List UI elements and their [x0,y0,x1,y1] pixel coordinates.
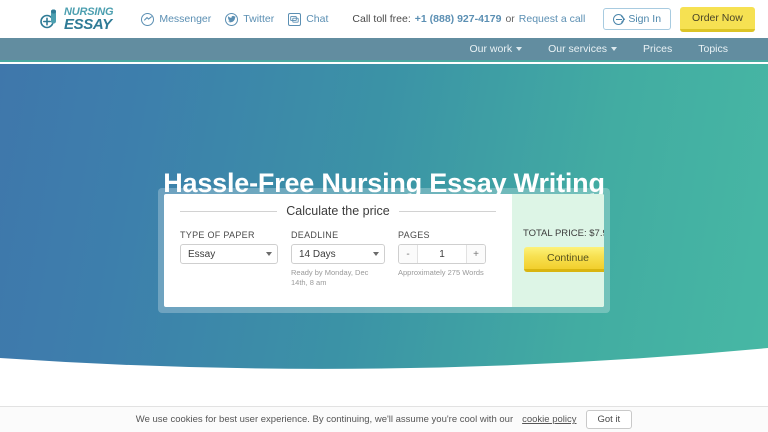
or-separator: or [505,13,515,25]
label-type-of-paper: TYPE OF PAPER [180,230,255,240]
twitter-icon [225,12,239,26]
page-title: Hassle-Free Nursing Essay Writing [163,168,605,198]
social-link-chat[interactable]: Chat [288,12,329,26]
cookie-message: We use cookies for best user experience.… [135,414,514,425]
main-navigation: Our work Our services Prices Topics [0,38,768,62]
login-arrow-icon [613,13,625,25]
nav-label-topics: Topics [698,43,728,55]
field-type-of-paper: TYPE OF PAPER Essay [180,230,278,288]
social-label-twitter: Twitter [243,13,275,25]
pages-decrement-button[interactable]: - [399,245,418,263]
social-link-messenger[interactable]: Messenger [141,12,212,26]
deadline-select[interactable]: 14 Days [291,244,385,264]
calculator-summary: TOTAL PRICE: $7.99 Continue [512,194,604,307]
hero-bottom-curve [0,348,768,380]
label-deadline: DEADLINE [291,230,339,240]
price-calculator: Calculate the price TYPE OF PAPER Essay [158,188,610,313]
nav-item-our-services[interactable]: Our services [548,43,618,55]
pages-increment-button[interactable]: + [466,245,485,263]
chevron-down-icon [516,47,523,51]
field-row: TYPE OF PAPER Essay DEADLINE 14 Days [180,230,496,288]
nav-label-prices: Prices [643,43,673,55]
social-label-messenger: Messenger [159,13,212,25]
site-logo[interactable]: NURSING ESSAY [40,5,114,33]
top-bar: NURSING ESSAY Messenger Twitter [0,0,768,38]
request-a-call-link[interactable]: Request a call [518,13,586,25]
type-of-paper-select[interactable]: Essay [180,244,278,264]
chevron-down-icon [266,252,272,256]
pages-stepper[interactable]: - 1 + [398,244,486,264]
chat-icon [288,12,302,26]
continue-button[interactable]: Continue [524,247,604,272]
nav-label-our-work: Our work [469,43,513,55]
chevron-down-icon [373,252,379,256]
cookie-policy-link[interactable]: cookie policy [522,414,577,425]
calculator-heading-text: Calculate the price [286,204,390,218]
hero-banner: Hassle-Free Nursing Essay Writing Top-no… [0,64,768,380]
sign-in-label: Sign In [628,13,662,25]
social-label-chat: Chat [306,13,329,25]
top-bar-actions: Sign In Order Now [603,6,755,32]
logo-line-1: NURSING [64,5,114,18]
nav-item-our-work[interactable]: Our work [470,43,523,55]
contact-block: Call toll free: +1 (888) 927-4179 or Req… [352,13,585,25]
field-deadline: DEADLINE 14 Days Ready by Monday, Dec 14… [291,230,385,288]
order-now-button[interactable]: Order Now [680,6,755,32]
heading-rule-left [180,210,278,212]
pages-hint: Approximately 275 Words [398,268,484,277]
calculator-panel: Calculate the price TYPE OF PAPER Essay [164,194,604,307]
nav-item-topics[interactable]: Topics [698,43,728,55]
calculator-fields: Calculate the price TYPE OF PAPER Essay [164,194,512,307]
social-link-twitter[interactable]: Twitter [225,12,275,26]
cookie-consent-bar: We use cookies for best user experience.… [0,406,768,432]
medical-thermometer-plus-icon [40,8,62,30]
nav-label-our-services: Our services [548,43,608,55]
heading-rule-right [398,210,496,212]
call-toll-free-label: Call toll free: [352,13,411,25]
label-pages: PAGES [398,230,430,240]
sign-in-button[interactable]: Sign In [603,8,672,30]
phone-number[interactable]: +1 (888) 927-4179 [414,13,502,25]
deadline-hint: Ready by Monday, Dec 14th, 8 am [291,268,369,288]
messenger-icon [141,12,155,26]
pages-value[interactable]: 1 [439,248,445,260]
type-of-paper-value: Essay [188,248,216,260]
social-links: Messenger Twitter Chat [141,12,329,26]
total-price: TOTAL PRICE: $7.99 [522,228,604,239]
chevron-down-icon [611,47,618,51]
nav-item-prices[interactable]: Prices [643,43,672,55]
logo-wordmark: NURSING ESSAY [64,5,114,33]
logo-line-2: ESSAY [64,15,112,33]
cookie-accept-button[interactable]: Got it [585,410,633,429]
deadline-value: 14 Days [299,248,336,260]
field-pages: PAGES - 1 + Approximately 275 Words [398,230,496,288]
calculator-heading: Calculate the price [180,204,496,218]
